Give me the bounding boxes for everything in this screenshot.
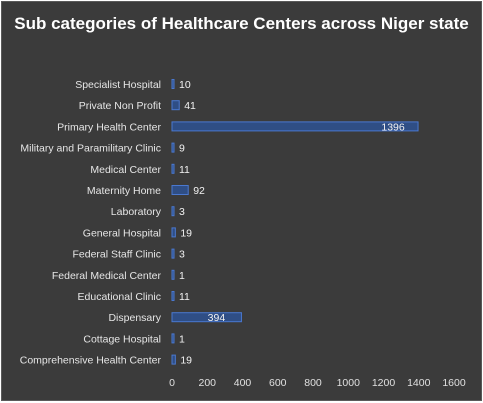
data-label: 9 bbox=[179, 143, 185, 155]
bar bbox=[171, 291, 175, 301]
bar bbox=[171, 79, 175, 89]
category-label: Maternity Home bbox=[87, 185, 161, 197]
data-label: 1 bbox=[179, 270, 185, 282]
data-label: 394 bbox=[208, 312, 226, 324]
category-label: Military and Paramilitary Clinic bbox=[20, 143, 161, 155]
x-tick-label: 600 bbox=[269, 377, 287, 389]
x-tick-label: 200 bbox=[198, 377, 216, 389]
data-label: 19 bbox=[180, 355, 192, 367]
bar bbox=[171, 269, 175, 280]
data-label: 41 bbox=[184, 100, 196, 112]
bar bbox=[171, 248, 175, 259]
chart-title: Sub categories of Healthcare Centers acr… bbox=[14, 14, 469, 33]
bar bbox=[171, 121, 419, 132]
bar bbox=[171, 100, 180, 111]
category-label: Private Non Profit bbox=[79, 100, 161, 112]
x-tick-label: 1600 bbox=[442, 377, 466, 389]
category-label: Federal Staff Clinic bbox=[72, 249, 161, 261]
data-label: 1396 bbox=[381, 121, 405, 133]
data-label: 11 bbox=[179, 291, 190, 303]
x-tick-label: 1000 bbox=[337, 377, 361, 389]
category-label: Dispensary bbox=[108, 312, 161, 324]
bar bbox=[171, 206, 175, 217]
category-label: Comprehensive Health Center bbox=[20, 355, 162, 367]
x-tick-label: 800 bbox=[304, 377, 322, 389]
x-tick-label: 0 bbox=[169, 377, 175, 389]
data-label: 3 bbox=[179, 249, 185, 261]
data-label: 3 bbox=[179, 206, 185, 218]
category-label: Cottage Hospital bbox=[83, 333, 161, 345]
x-tick-label: 1200 bbox=[372, 377, 396, 389]
bar bbox=[171, 354, 176, 365]
data-label: 92 bbox=[193, 185, 205, 197]
x-tick-label: 1400 bbox=[407, 377, 431, 389]
category-label: Laboratory bbox=[111, 206, 162, 218]
category-label: Specialist Hospital bbox=[75, 79, 161, 91]
x-tick-label: 400 bbox=[234, 377, 252, 389]
category-label: General Hospital bbox=[83, 227, 161, 239]
category-label: Medical Center bbox=[90, 164, 161, 176]
bar bbox=[171, 312, 242, 323]
category-label: Educational Clinic bbox=[78, 291, 161, 303]
data-label: 1 bbox=[179, 333, 185, 345]
data-label: 11 bbox=[179, 164, 190, 176]
bar bbox=[171, 227, 176, 238]
bar bbox=[171, 185, 189, 195]
category-label: Primary Health Center bbox=[57, 121, 161, 133]
category-label: Federal Medical Center bbox=[52, 270, 162, 282]
bar bbox=[171, 142, 175, 153]
data-label: 19 bbox=[180, 227, 192, 239]
bar bbox=[171, 163, 175, 174]
data-label: 10 bbox=[179, 79, 191, 91]
bar bbox=[171, 333, 175, 344]
